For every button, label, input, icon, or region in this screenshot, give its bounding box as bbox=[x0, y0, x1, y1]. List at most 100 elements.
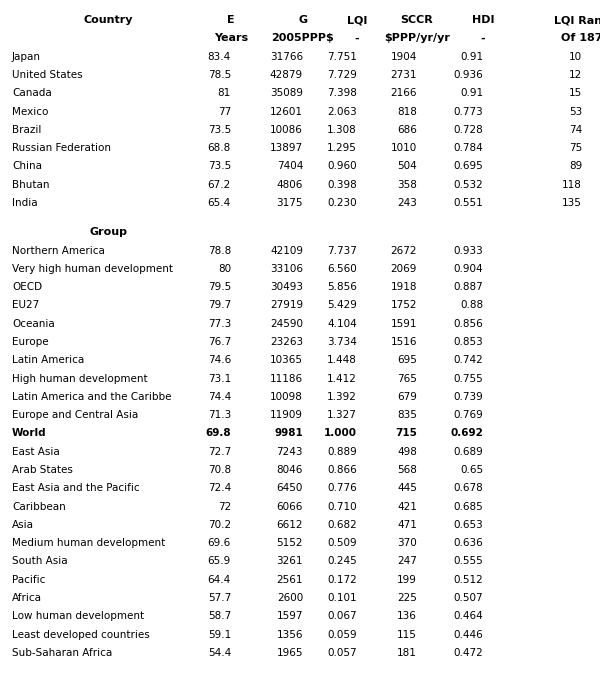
Text: Brazil: Brazil bbox=[12, 125, 41, 135]
Text: 0.678: 0.678 bbox=[453, 483, 483, 493]
Text: Low human development: Low human development bbox=[12, 611, 144, 621]
Text: 471: 471 bbox=[397, 520, 417, 530]
Text: 0.91: 0.91 bbox=[460, 52, 483, 61]
Text: 370: 370 bbox=[397, 538, 417, 548]
Text: 0.682: 0.682 bbox=[327, 520, 357, 530]
Text: 7404: 7404 bbox=[277, 161, 303, 172]
Text: 0.512: 0.512 bbox=[453, 575, 483, 584]
Text: High human development: High human development bbox=[12, 373, 148, 384]
Text: 11909: 11909 bbox=[270, 410, 303, 420]
Text: 421: 421 bbox=[397, 502, 417, 511]
Text: East Asia and the Pacific: East Asia and the Pacific bbox=[12, 483, 140, 493]
Text: 8046: 8046 bbox=[277, 465, 303, 475]
Text: 71.3: 71.3 bbox=[208, 410, 231, 420]
Text: 135: 135 bbox=[562, 198, 582, 208]
Text: 7.751: 7.751 bbox=[327, 52, 357, 61]
Text: 765: 765 bbox=[397, 373, 417, 384]
Text: LQI: LQI bbox=[347, 15, 367, 25]
Text: 0.776: 0.776 bbox=[327, 483, 357, 493]
Text: 0.692: 0.692 bbox=[450, 428, 483, 438]
Text: Of 187: Of 187 bbox=[561, 34, 600, 43]
Text: Years: Years bbox=[214, 34, 248, 43]
Text: 77.3: 77.3 bbox=[208, 319, 231, 328]
Text: 2166: 2166 bbox=[391, 88, 417, 99]
Text: 3175: 3175 bbox=[277, 198, 303, 208]
Text: 2.063: 2.063 bbox=[327, 107, 357, 117]
Text: 0.853: 0.853 bbox=[453, 337, 483, 347]
Text: 498: 498 bbox=[397, 446, 417, 457]
Text: 818: 818 bbox=[397, 107, 417, 117]
Text: 0.059: 0.059 bbox=[328, 629, 357, 640]
Text: 53: 53 bbox=[569, 107, 582, 117]
Text: 0.509: 0.509 bbox=[328, 538, 357, 548]
Text: 0.172: 0.172 bbox=[327, 575, 357, 584]
Text: 0.755: 0.755 bbox=[453, 373, 483, 384]
Text: HDI: HDI bbox=[472, 15, 494, 25]
Text: 0.887: 0.887 bbox=[453, 282, 483, 292]
Text: 2672: 2672 bbox=[391, 246, 417, 255]
Text: 0.685: 0.685 bbox=[453, 502, 483, 511]
Text: East Asia: East Asia bbox=[12, 446, 60, 457]
Text: Latin America: Latin America bbox=[12, 355, 84, 365]
Text: 33106: 33106 bbox=[270, 264, 303, 274]
Text: 0.889: 0.889 bbox=[327, 446, 357, 457]
Text: Oceania: Oceania bbox=[12, 319, 55, 328]
Text: E: E bbox=[227, 15, 235, 25]
Text: 0.067: 0.067 bbox=[328, 611, 357, 621]
Text: Mexico: Mexico bbox=[12, 107, 49, 117]
Text: 3261: 3261 bbox=[277, 556, 303, 566]
Text: 1010: 1010 bbox=[391, 144, 417, 153]
Text: United States: United States bbox=[12, 70, 83, 80]
Text: 6450: 6450 bbox=[277, 483, 303, 493]
Text: 0.936: 0.936 bbox=[453, 70, 483, 80]
Text: 835: 835 bbox=[397, 410, 417, 420]
Text: 27919: 27919 bbox=[270, 300, 303, 310]
Text: 0.555: 0.555 bbox=[453, 556, 483, 566]
Text: 13897: 13897 bbox=[270, 144, 303, 153]
Text: 2731: 2731 bbox=[391, 70, 417, 80]
Text: 10: 10 bbox=[569, 52, 582, 61]
Text: 1.392: 1.392 bbox=[327, 392, 357, 402]
Text: 0.91: 0.91 bbox=[460, 88, 483, 99]
Text: 42879: 42879 bbox=[270, 70, 303, 80]
Text: 75: 75 bbox=[569, 144, 582, 153]
Text: 2561: 2561 bbox=[277, 575, 303, 584]
Text: 12: 12 bbox=[569, 70, 582, 80]
Text: 0.710: 0.710 bbox=[328, 502, 357, 511]
Text: World: World bbox=[12, 428, 47, 438]
Text: 4.104: 4.104 bbox=[327, 319, 357, 328]
Text: 715: 715 bbox=[395, 428, 417, 438]
Text: Northern America: Northern America bbox=[12, 246, 105, 255]
Text: 74: 74 bbox=[569, 125, 582, 135]
Text: 11186: 11186 bbox=[270, 373, 303, 384]
Text: 445: 445 bbox=[397, 483, 417, 493]
Text: 72: 72 bbox=[218, 502, 231, 511]
Text: 199: 199 bbox=[397, 575, 417, 584]
Text: 358: 358 bbox=[397, 180, 417, 190]
Text: 69.6: 69.6 bbox=[208, 538, 231, 548]
Text: 24590: 24590 bbox=[270, 319, 303, 328]
Text: 3.734: 3.734 bbox=[327, 337, 357, 347]
Text: India: India bbox=[12, 198, 38, 208]
Text: 0.88: 0.88 bbox=[460, 300, 483, 310]
Text: 679: 679 bbox=[397, 392, 417, 402]
Text: 1591: 1591 bbox=[391, 319, 417, 328]
Text: 76.7: 76.7 bbox=[208, 337, 231, 347]
Text: Africa: Africa bbox=[12, 593, 42, 603]
Text: Japan: Japan bbox=[12, 52, 41, 61]
Text: 0.739: 0.739 bbox=[453, 392, 483, 402]
Text: 0.230: 0.230 bbox=[328, 198, 357, 208]
Text: 15: 15 bbox=[569, 88, 582, 99]
Text: 1918: 1918 bbox=[391, 282, 417, 292]
Text: 7.729: 7.729 bbox=[327, 70, 357, 80]
Text: Sub-Saharan Africa: Sub-Saharan Africa bbox=[12, 648, 112, 658]
Text: 0.960: 0.960 bbox=[328, 161, 357, 172]
Text: 10098: 10098 bbox=[270, 392, 303, 402]
Text: 23263: 23263 bbox=[270, 337, 303, 347]
Text: 1356: 1356 bbox=[277, 629, 303, 640]
Text: 80: 80 bbox=[218, 264, 231, 274]
Text: 5.429: 5.429 bbox=[327, 300, 357, 310]
Text: 115: 115 bbox=[397, 629, 417, 640]
Text: 1.412: 1.412 bbox=[327, 373, 357, 384]
Text: 70.2: 70.2 bbox=[208, 520, 231, 530]
